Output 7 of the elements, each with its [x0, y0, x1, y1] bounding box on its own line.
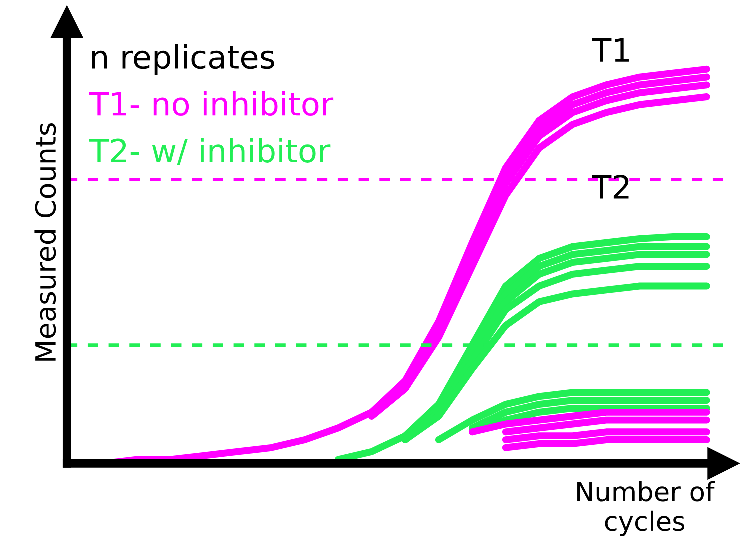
legend-title: n replicates	[92, 44, 274, 76]
text: T1	[592, 38, 629, 62]
annotation: T2	[592, 175, 629, 199]
x-axis-title: Number of cycles	[578, 481, 716, 536]
text: T1- no inhibitor	[89, 91, 334, 116]
text: T2- w/ inhibitor	[89, 138, 331, 166]
y-axis-title: Measured Counts	[34, 124, 56, 361]
